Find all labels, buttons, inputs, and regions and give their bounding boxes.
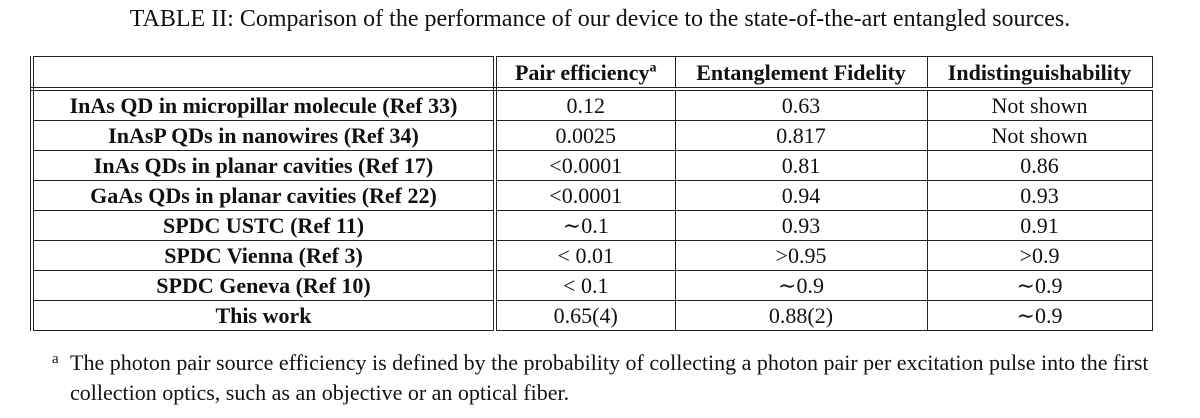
table-cell: 0.86 (926, 150, 1153, 181)
row-label: SPDC Geneva (Ref 10) (30, 270, 497, 301)
note-marker: a (649, 60, 657, 76)
table-row: This work 0.65(4) 0.88(2) ∼0.9 (30, 300, 1153, 331)
header-text: Entanglement Fidelity (696, 59, 906, 85)
row-label: GaAs QDs in planar cavities (Ref 22) (30, 180, 497, 211)
table-row: InAsP QDs in nanowires (Ref 34) 0.0025 0.8… (30, 120, 1153, 151)
table-row: SPDC USTC (Ref 11) ∼0.1 0.93 0.91 (30, 210, 1153, 241)
footnote-marker: a (52, 351, 59, 367)
table-cell: 0.817 (674, 120, 928, 151)
table-cell: 0.12 (494, 88, 676, 121)
header-cell: Indistinguishability (926, 56, 1153, 91)
header-text: Pair efficiency (514, 59, 650, 85)
table-cell: >0.9 (926, 240, 1153, 271)
row-label: SPDC Vienna (Ref 3) (30, 240, 497, 271)
header-text: Indistinguishability (947, 59, 1132, 85)
table-row: SPDC Vienna (Ref 3) < 0.01 >0.95 >0.9 (30, 240, 1153, 271)
table-cell: 0.93 (926, 180, 1153, 211)
row-label: InAs QDs in planar cavities (Ref 17) (30, 150, 497, 181)
table-cell: 0.65(4) (494, 300, 676, 331)
table-cell: <0.0001 (494, 150, 676, 181)
table-cell: 0.63 (674, 88, 928, 121)
table-cell: >0.95 (674, 240, 928, 271)
footnote-text: The photon pair source efficiency is def… (70, 350, 1149, 405)
row-label: InAs QD in micropillar molecule (Ref 33) (30, 88, 497, 121)
table-cell: Not shown (926, 88, 1153, 121)
table-cell: 0.81 (674, 150, 928, 181)
table-cell: Not shown (926, 120, 1153, 151)
table-row: InAs QDs in planar cavities (Ref 17) <0.0… (30, 150, 1153, 181)
row-label: This work (30, 300, 497, 331)
table-cell: ∼0.1 (494, 210, 676, 241)
table-cell: 0.91 (926, 210, 1153, 241)
row-label: InAsP QDs in nanowires (Ref 34) (30, 120, 497, 151)
comparison-table: Pair efficiencya Entanglement Fidelity Ind… (30, 56, 1153, 331)
table-cell: < 0.1 (494, 270, 676, 301)
table-cell: ∼0.9 (926, 270, 1153, 301)
header-cell (30, 56, 497, 91)
header-cell: Pair efficiencya (494, 56, 676, 91)
table-cell: < 0.01 (494, 240, 676, 271)
table-row: GaAs QDs in planar cavities (Ref 22) <0.0… (30, 180, 1153, 211)
row-label: SPDC USTC (Ref 11) (30, 210, 497, 241)
table-cell: 0.93 (674, 210, 928, 241)
header-row: Pair efficiencya Entanglement Fidelity Ind… (30, 56, 1153, 91)
footnote: a The photon pair source efficiency is d… (52, 348, 1162, 408)
table-cell: ∼0.9 (926, 300, 1153, 331)
table-cell: <0.0001 (494, 180, 676, 211)
table-cell: 0.94 (674, 180, 928, 211)
table-cell: ∼0.9 (674, 270, 928, 301)
table-body: InAs QD in micropillar molecule (Ref 33)… (30, 88, 1153, 331)
table-row: SPDC Geneva (Ref 10) < 0.1 ∼0.9 ∼0.9 (30, 270, 1153, 301)
table-caption: TABLE II: Comparison of the performance … (129, 6, 1071, 32)
table-cell: 0.0025 (494, 120, 676, 151)
table-cell: 0.88(2) (674, 300, 928, 331)
header-cell: Entanglement Fidelity (674, 56, 928, 91)
table-row: InAs QD in micropillar molecule (Ref 33)… (30, 88, 1153, 121)
